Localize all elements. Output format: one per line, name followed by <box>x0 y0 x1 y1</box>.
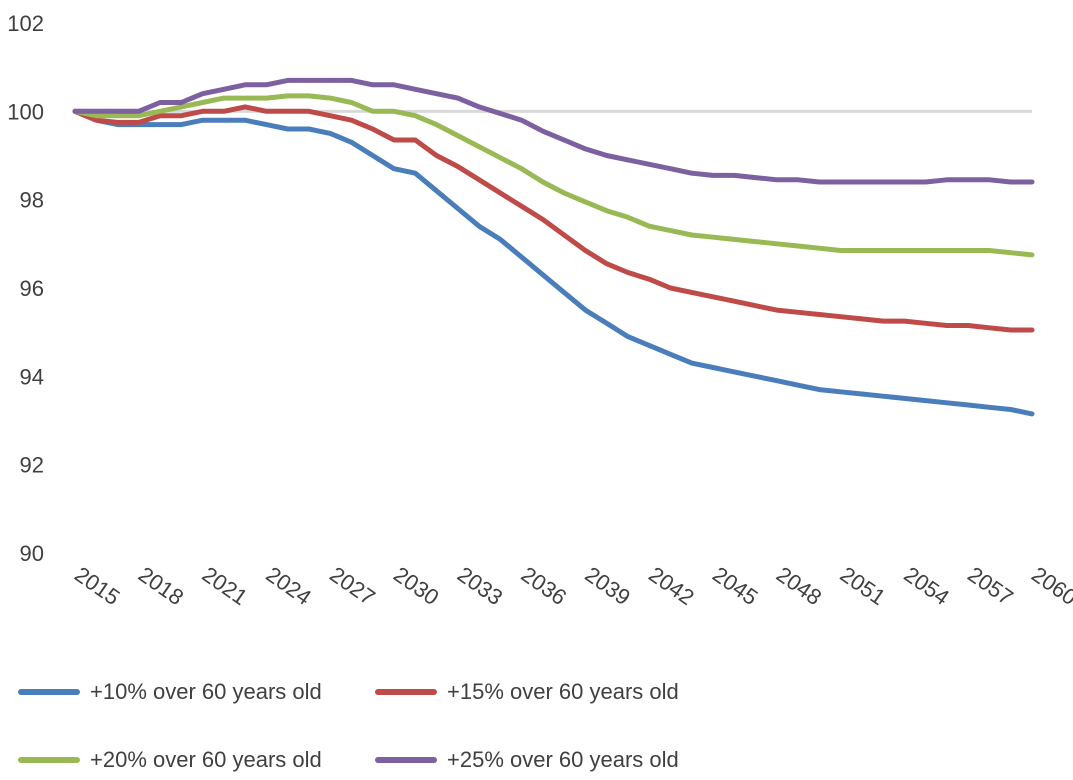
legend-swatch <box>18 689 80 695</box>
series-line-3 <box>72 93 1035 258</box>
x-tick-label: 2036 <box>517 562 571 611</box>
x-tick-label: 2021 <box>198 562 252 611</box>
legend-swatch <box>375 757 437 763</box>
x-tick-label: 2030 <box>389 562 443 611</box>
x-tick-label: 2048 <box>772 562 826 611</box>
y-tick-label: 90 <box>20 541 44 566</box>
x-tick-label: 2024 <box>261 562 315 611</box>
x-tick-label: 2051 <box>836 562 890 611</box>
legend-label: +10% over 60 years old <box>90 679 322 704</box>
x-tick-label: 2018 <box>134 562 188 611</box>
series-line-2 <box>72 104 1035 333</box>
x-tick-label: 2054 <box>899 562 953 611</box>
y-tick-label: 92 <box>20 453 44 478</box>
legend-label: +20% over 60 years old <box>90 747 322 772</box>
x-tick-label: 2027 <box>325 562 379 611</box>
legend-label: +15% over 60 years old <box>447 679 679 704</box>
legend-swatch <box>18 757 80 763</box>
legend-item: +20% over 60 years old <box>18 740 322 780</box>
x-tick-label: 2060 <box>1027 562 1073 611</box>
series-line-1 <box>72 108 1035 417</box>
x-tick-label: 2057 <box>963 562 1017 611</box>
x-tick-label: 2033 <box>453 562 507 611</box>
y-tick-label: 102 <box>7 11 44 36</box>
legend-item: +15% over 60 years old <box>375 672 679 712</box>
y-tick-label: 100 <box>7 99 44 124</box>
y-tick-label: 96 <box>20 276 44 301</box>
legend-label: +25% over 60 years old <box>447 747 679 772</box>
series-line-4 <box>72 77 1035 185</box>
x-axis-tick-labels: 2015 2018 2021 2024 2027 2030 2033 2036 2039 2042… <box>70 562 1073 611</box>
y-tick-label: 98 <box>20 188 44 213</box>
y-tick-label: 94 <box>20 364 44 389</box>
x-tick-label: 2015 <box>70 562 124 611</box>
x-tick-label: 2039 <box>580 562 634 611</box>
x-tick-label: 2045 <box>708 562 762 611</box>
series-lines <box>72 77 1035 417</box>
x-tick-label: 2042 <box>644 562 698 611</box>
legend-swatch <box>375 689 437 695</box>
legend-item: +25% over 60 years old <box>375 740 679 780</box>
legend-item: +10% over 60 years old <box>18 672 322 712</box>
y-axis-tick-labels: 90 92 94 96 98 100 102 <box>7 11 44 566</box>
